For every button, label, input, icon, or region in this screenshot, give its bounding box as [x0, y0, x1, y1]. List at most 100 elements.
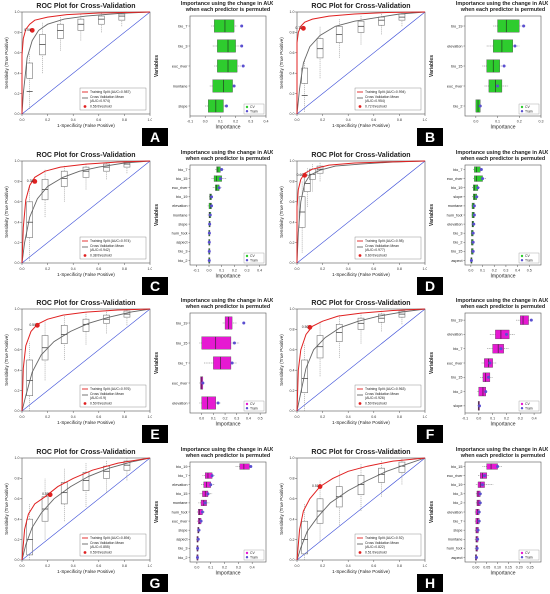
roc-box [77, 18, 85, 31]
roc-y-axis-label: Sensitivity (True Positive) [279, 37, 284, 89]
roc-training-line [21, 160, 151, 263]
importance-legend [243, 252, 265, 263]
importance-variable-label: bio_2 [453, 240, 462, 244]
importance-train-point [195, 555, 199, 559]
roc-legend-threshold: 0.56 threshold [90, 105, 112, 109]
importance-legend-swatch [245, 254, 249, 257]
importance-x-tick-label: 0.0 [203, 120, 208, 124]
roc-box [301, 359, 308, 393]
roc-y-tick-label: 0.0 [15, 409, 20, 413]
importance-train-point [472, 213, 476, 216]
importance-variable-label: bio_15 [176, 176, 187, 180]
roc-box [357, 20, 365, 33]
importance-train-point [207, 249, 211, 253]
panel-label: E [142, 425, 168, 443]
roc-y-tick-label: 0.4 [15, 71, 20, 75]
roc-y-tick-label: 0.6 [15, 348, 20, 352]
roc-legend-training: Training Split (AUC=0.976) [90, 387, 131, 391]
roc-x-tick-label: 0.6 [96, 564, 101, 568]
importance-train-point [203, 500, 207, 504]
roc-title: ROC Plot for Cross-Validation [311, 152, 410, 159]
importance-box [474, 166, 481, 173]
roc-legend-cv: Cross Validation Mean [90, 392, 124, 396]
importance-train-point [513, 44, 517, 48]
importance-x-tick-label: 0.0 [473, 120, 478, 124]
importance-box [239, 463, 250, 470]
roc-cv-mean-line [21, 457, 151, 560]
roc-threshold-point [301, 25, 306, 31]
importance-x-tick-label: 0.3 [539, 120, 544, 124]
importance-legend-swatch [520, 407, 524, 410]
importance-train-point [220, 167, 224, 171]
roc-title: ROC Plot for Cross-Validation [311, 449, 410, 456]
importance-x-tick-label: 0.2 [492, 268, 497, 272]
roc-legend-cv-auc: (AUC=0.974) [90, 99, 110, 103]
roc-diagonal-line [21, 457, 151, 560]
roc-x-tick-label: 0.4 [71, 118, 76, 122]
roc-legend-swatch [358, 105, 362, 108]
importance-train-point [478, 104, 482, 108]
importance-train-point [478, 491, 482, 495]
importance-train-point [529, 318, 533, 322]
roc-y-tick-label: 0.4 [15, 220, 20, 224]
roc-legend-threshold: 0.50 threshold [90, 402, 112, 406]
roc-x-axis-label: 1-Specificity (False Positive) [332, 272, 390, 277]
roc-box [118, 13, 126, 21]
roc-box [57, 23, 64, 39]
roc-chart: ROC Plot for Cross-Validation 0.0 0.2 0.4 0.… [4, 152, 152, 277]
roc-diagonal-line [21, 308, 151, 412]
roc-y-tick-label: 0.6 [290, 51, 295, 55]
importance-train-point [481, 176, 485, 180]
roc-y-tick-label: 1.0 [290, 456, 295, 460]
importance-variable-label: bio_2 [178, 258, 187, 262]
importance-y-axis-label: Variables [429, 55, 435, 77]
roc-title: ROC Plot for Cross-Validation [36, 300, 135, 307]
roc-legend [354, 236, 422, 259]
importance-train-point [475, 546, 479, 550]
panel-label: B [417, 128, 443, 146]
importance-variable-label: hum_foot [172, 231, 189, 235]
importance-x-tick-label: 0.2 [517, 120, 522, 124]
importance-train-point [475, 194, 479, 198]
importance-variable-label: elevation [172, 483, 187, 487]
roc-x-tick-label: 0.6 [96, 118, 101, 122]
importance-legend [243, 400, 265, 412]
importance-title-line2: when each predictor is permuted [460, 7, 545, 13]
importance-variable-label: bio_19 [176, 464, 187, 468]
roc-x-tick-label: 1.0 [423, 267, 428, 271]
importance-variable-label: bio_15 [451, 464, 462, 468]
roc-legend-cv-auc: (AUC=0.977) [365, 248, 385, 252]
roc-y-tick-label: 0.2 [15, 240, 20, 244]
importance-variable-label: euc_river [172, 64, 188, 68]
panel-label: G [142, 573, 168, 592]
importance-legend [243, 103, 265, 115]
roc-title: ROC Plot for Cross-Validation [36, 449, 135, 456]
roc-threshold-point [47, 491, 53, 497]
roc-legend-training: Training Split (AUC=0.994) [365, 90, 406, 94]
roc-x-tick-label: 0.4 [346, 118, 351, 122]
importance-x-tick-label: -0.1 [193, 268, 199, 272]
roc-x-tick-label: 0.0 [20, 564, 25, 568]
roc-x-tick-label: 0.2 [320, 564, 325, 568]
roc-chart: ROC Plot for Cross-Validation 0.0 0.2 0.4 0.… [279, 152, 428, 277]
panel-g: ROC Plot for Cross-Validation 0.0 0.2 0.4 0.… [0, 446, 275, 594]
roc-x-tick-label: 1.0 [423, 118, 428, 122]
importance-variable-label: bio_15 [451, 64, 462, 68]
roc-y-tick-label: 0.0 [290, 261, 295, 265]
importance-variable-label: aspect [451, 555, 463, 559]
importance-variable-label: aspect [451, 258, 463, 262]
importance-title: Importance using the change in AUC [181, 298, 273, 304]
importance-train-point [207, 231, 211, 235]
importance-variable-label: montane [173, 501, 188, 505]
roc-threshold-point [307, 324, 313, 330]
roc-legend-cv: Cross Validation Mean [365, 392, 399, 396]
importance-x-axis-label: Importance [490, 273, 515, 279]
importance-title-line2: when each predictor is permuted [185, 156, 270, 162]
roc-threshold-point [317, 483, 323, 489]
importance-box [213, 356, 232, 370]
importance-x-tick-label: 0.4 [246, 417, 251, 421]
importance-plot-area [464, 164, 542, 265]
importance-variable-label: bio_7 [453, 167, 462, 171]
roc-legend-threshold: 0.59 threshold [90, 550, 112, 554]
importance-train-point [218, 176, 222, 180]
